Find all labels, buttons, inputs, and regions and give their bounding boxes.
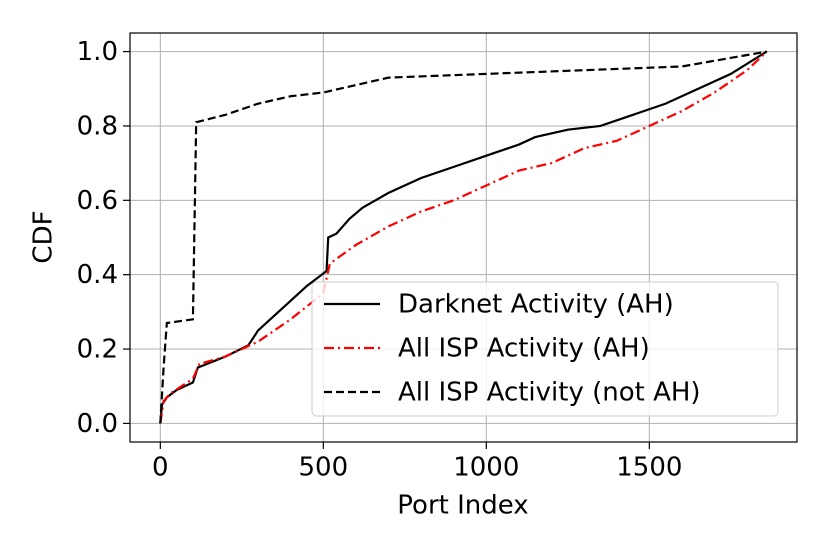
legend-label: Darknet Activity (AH) xyxy=(398,290,674,320)
legend-box xyxy=(311,281,779,417)
data-line xyxy=(159,50,768,424)
x-tick-label: 0 xyxy=(152,453,169,483)
x-tick-label: 1000 xyxy=(453,453,519,483)
data-line xyxy=(159,50,767,424)
x-tick-label: 500 xyxy=(298,453,348,483)
x-axis-label: Port Index xyxy=(397,491,528,521)
y-tick-label: 0.4 xyxy=(77,260,118,290)
plot-frame xyxy=(129,32,798,443)
y-tick-label: 1.0 xyxy=(77,37,118,67)
x-tick-label: 1500 xyxy=(616,453,682,483)
y-tick-label: 0.2 xyxy=(77,335,118,365)
y-tick-label: 0.6 xyxy=(77,186,118,216)
y-axis-label: CDF xyxy=(29,210,59,263)
y-tick-label: 0.0 xyxy=(77,409,118,439)
legend-label: All ISP Activity (AH) xyxy=(398,334,650,364)
y-tick-label: 0.8 xyxy=(77,111,118,141)
legend-label: All ISP Activity (not AH) xyxy=(398,378,701,408)
